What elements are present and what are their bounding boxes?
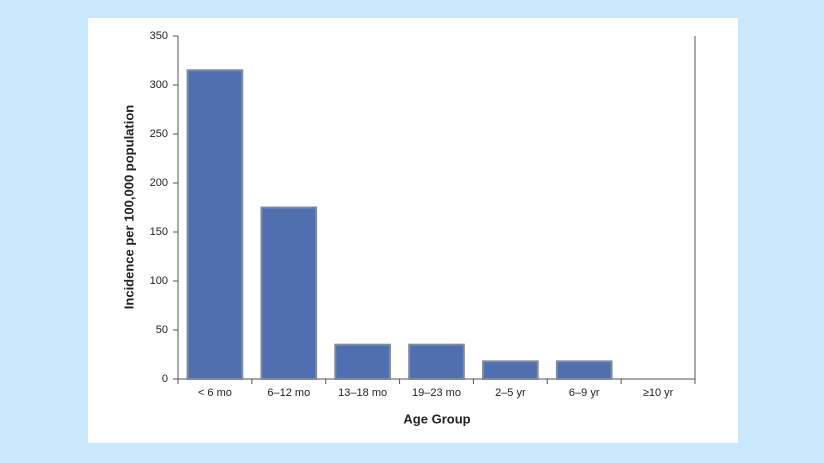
y-tick-label: 50 bbox=[156, 324, 168, 336]
y-tick-label: 350 bbox=[150, 30, 168, 42]
x-axis-title: Age Group bbox=[403, 411, 470, 426]
x-tick-label: 2–5 yr bbox=[495, 387, 526, 399]
x-tick-label: 19–23 mo bbox=[412, 387, 461, 399]
x-tick-label: < 6 mo bbox=[198, 387, 232, 399]
y-axis-title: Incidence per 100,000 population bbox=[121, 105, 136, 310]
bar bbox=[408, 343, 465, 381]
x-tick-label: ≥10 yr bbox=[643, 387, 674, 399]
bar bbox=[260, 206, 318, 380]
x-tick-label: 6–12 mo bbox=[267, 387, 310, 399]
x-tick-label: 13–18 mo bbox=[338, 387, 387, 399]
bar bbox=[186, 69, 244, 381]
y-tick-label: 100 bbox=[150, 275, 168, 287]
y-tick-label: 0 bbox=[162, 373, 168, 385]
x-tick-label: 6–9 yr bbox=[569, 387, 600, 399]
bar bbox=[555, 360, 613, 380]
bar bbox=[482, 360, 539, 380]
y-tick-label: 250 bbox=[150, 128, 168, 140]
bar bbox=[334, 343, 391, 381]
y-tick-label: 300 bbox=[150, 79, 168, 91]
y-tick-label: 150 bbox=[150, 226, 168, 238]
y-tick-label: 200 bbox=[150, 177, 168, 189]
